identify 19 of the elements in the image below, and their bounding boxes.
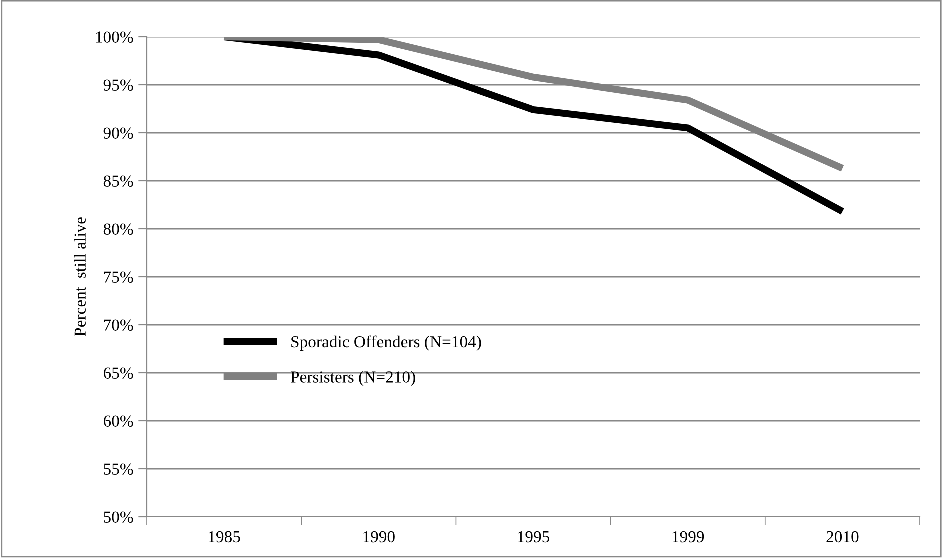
x-tick-label: 1995 — [518, 531, 550, 543]
y-tick-label: 90% — [104, 128, 134, 139]
x-tick-label: 2010 — [826, 531, 859, 543]
x-tick-label: 1999 — [672, 531, 704, 543]
y-tick-label: 95% — [104, 80, 134, 91]
y-tick-label: 50% — [104, 512, 134, 523]
y-tick-label: 65% — [104, 368, 134, 379]
y-tick-label: 60% — [104, 416, 134, 427]
x-tick-label: 1985 — [209, 531, 240, 543]
legend-label: Persisters (N=210) — [290, 371, 416, 386]
y-tick-label: 70% — [104, 320, 134, 331]
y-tick-label: 80% — [104, 224, 134, 235]
y-tick-label: 55% — [104, 464, 134, 475]
y-tick-label: 100% — [96, 32, 134, 43]
y-tick-label: 85% — [104, 176, 134, 187]
y-tick-label: 75% — [104, 272, 134, 283]
x-tick-label: 1990 — [364, 531, 395, 543]
legend-label: Sporadic Offenders (N=104) — [292, 336, 482, 352]
y-axis-title: Percent still alive — [74, 218, 86, 336]
